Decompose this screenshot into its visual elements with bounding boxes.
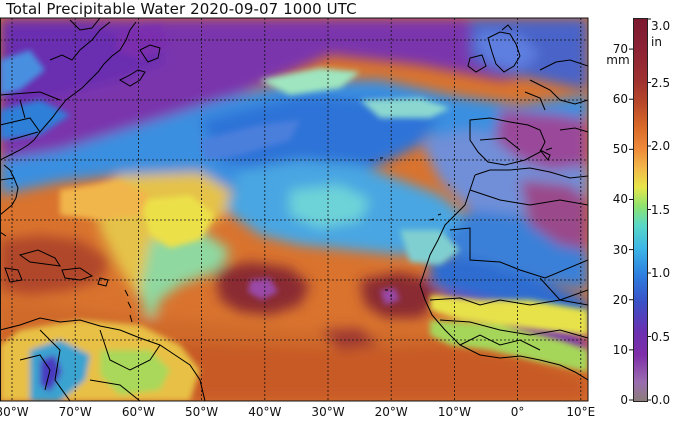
mm-tick-label: 50: [612, 142, 628, 157]
mm-tick-label: 20: [612, 292, 628, 307]
mm-tick-label: 40: [612, 192, 628, 207]
longitude-label: 0°: [510, 405, 525, 419]
inch-tick-label: 2.5: [651, 75, 671, 90]
mm-unit-label: mm: [606, 53, 630, 67]
longitude-label: 10°W: [437, 405, 471, 419]
map-title: Total Precipitable Water 2020-09-07 1000…: [6, 0, 357, 18]
graticule: [0, 18, 588, 401]
longitude-label: 60°W: [121, 405, 155, 419]
longitude-label: 30°W: [311, 405, 345, 419]
inch-tick-label: 0.5: [651, 329, 671, 344]
longitude-label: 10°E: [566, 405, 596, 419]
inch-tick-label: 1.5: [651, 202, 671, 217]
inch-tick-label: 3.0: [651, 19, 671, 33]
mm-tick-label: 70: [612, 42, 628, 57]
longitude-label: 20°W: [374, 405, 408, 419]
coastlines: [0, 18, 588, 401]
mm-tick-label: 60: [612, 92, 628, 107]
inch-tick-label: 2.0: [651, 139, 671, 153]
map-frame: [0, 17, 589, 402]
mm-tick-label: 10: [612, 342, 628, 357]
inch-tick-label: 0.0: [651, 393, 671, 407]
longitude-label: 80°W: [0, 405, 29, 419]
pwat-field: [0, 18, 588, 401]
longitude-label: 40°W: [248, 405, 282, 419]
mm-tick-label: 30: [612, 242, 628, 257]
inch-unit-label: in: [651, 35, 662, 49]
colorbar: [633, 18, 648, 402]
longitude-label: 70°W: [58, 405, 92, 419]
inch-tick-label: 1.0: [651, 266, 671, 280]
longitude-label: 50°W: [185, 405, 219, 419]
mm-tick-label: 0: [620, 393, 628, 407]
